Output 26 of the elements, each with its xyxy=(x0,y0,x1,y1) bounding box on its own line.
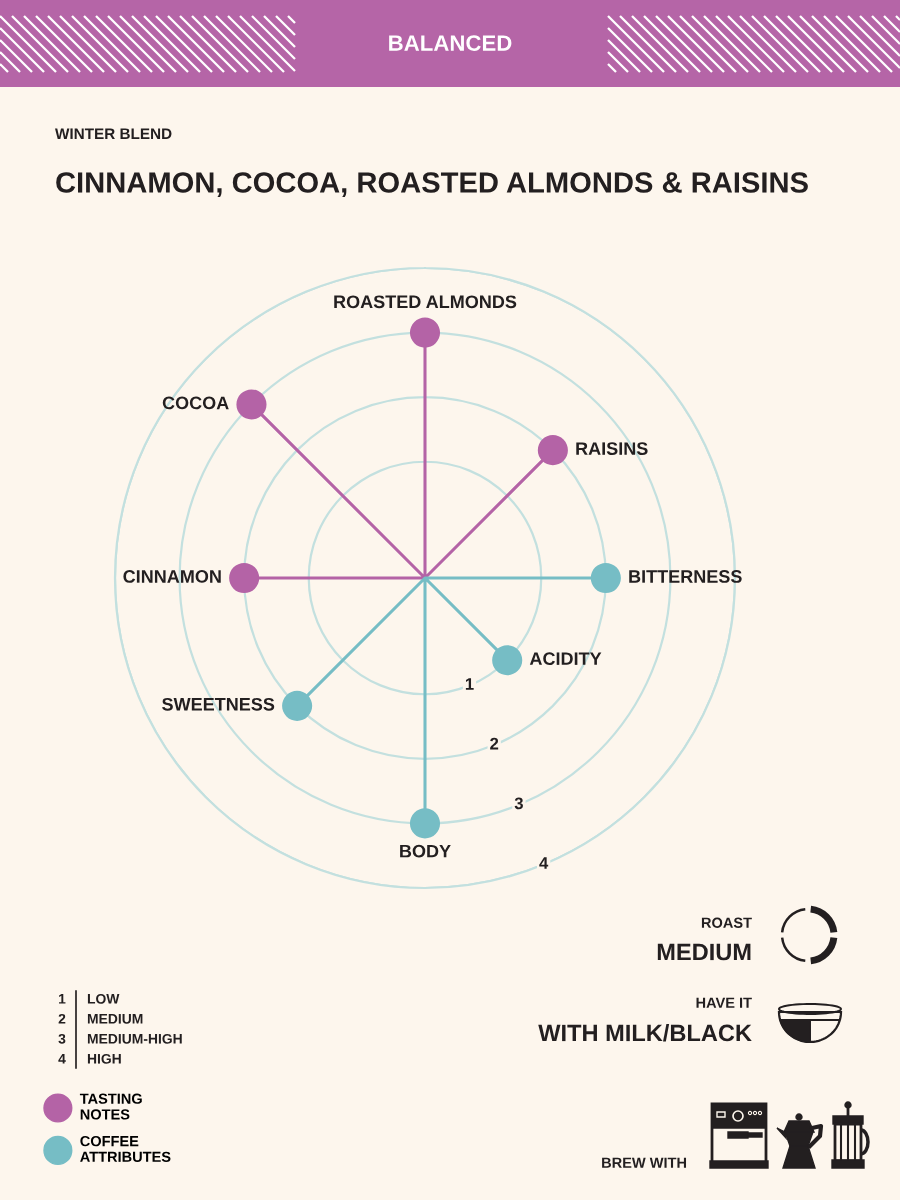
text: ROAST xyxy=(701,917,752,928)
spoke-label: COCOA xyxy=(162,396,229,410)
spoke-label: ACIDITY xyxy=(529,652,602,666)
text: MEDIUM xyxy=(87,1014,143,1024)
text: BREW WITH xyxy=(602,1157,687,1168)
text: WITH MILK/BLACK xyxy=(538,1023,752,1042)
legend-label: TASTING NOTES xyxy=(79,1093,142,1120)
text: BALANCED xyxy=(389,35,512,51)
spoke-label: SWEETNESS xyxy=(162,697,275,711)
spoke-label: BITTERNESS xyxy=(629,570,742,583)
chart-subtitle: WINTER BLEND xyxy=(55,128,172,139)
text: MEDIUM-HIGH xyxy=(87,1033,182,1044)
chart-title: CINNAMON, COCOA, ROASTED ALMONDS & RAISINS xyxy=(56,172,808,198)
text: HAVE IT xyxy=(696,997,752,1008)
text: 3 xyxy=(58,1033,66,1044)
text: 4 xyxy=(58,1054,66,1064)
legend-label: COFFEE ATTRIBUTES xyxy=(80,1135,171,1162)
text: 2 xyxy=(58,1013,66,1024)
text: LOW xyxy=(87,993,120,1004)
text: 1 xyxy=(59,994,66,1004)
spoke-label: RAISINS xyxy=(576,442,648,455)
spoke-label: ROASTED ALMONDS xyxy=(334,295,517,309)
text: MEDIUM xyxy=(657,943,751,961)
spoke-label: BODY xyxy=(400,844,451,858)
spoke-label: CINNAMON xyxy=(123,570,221,583)
text: HIGH xyxy=(87,1053,121,1064)
